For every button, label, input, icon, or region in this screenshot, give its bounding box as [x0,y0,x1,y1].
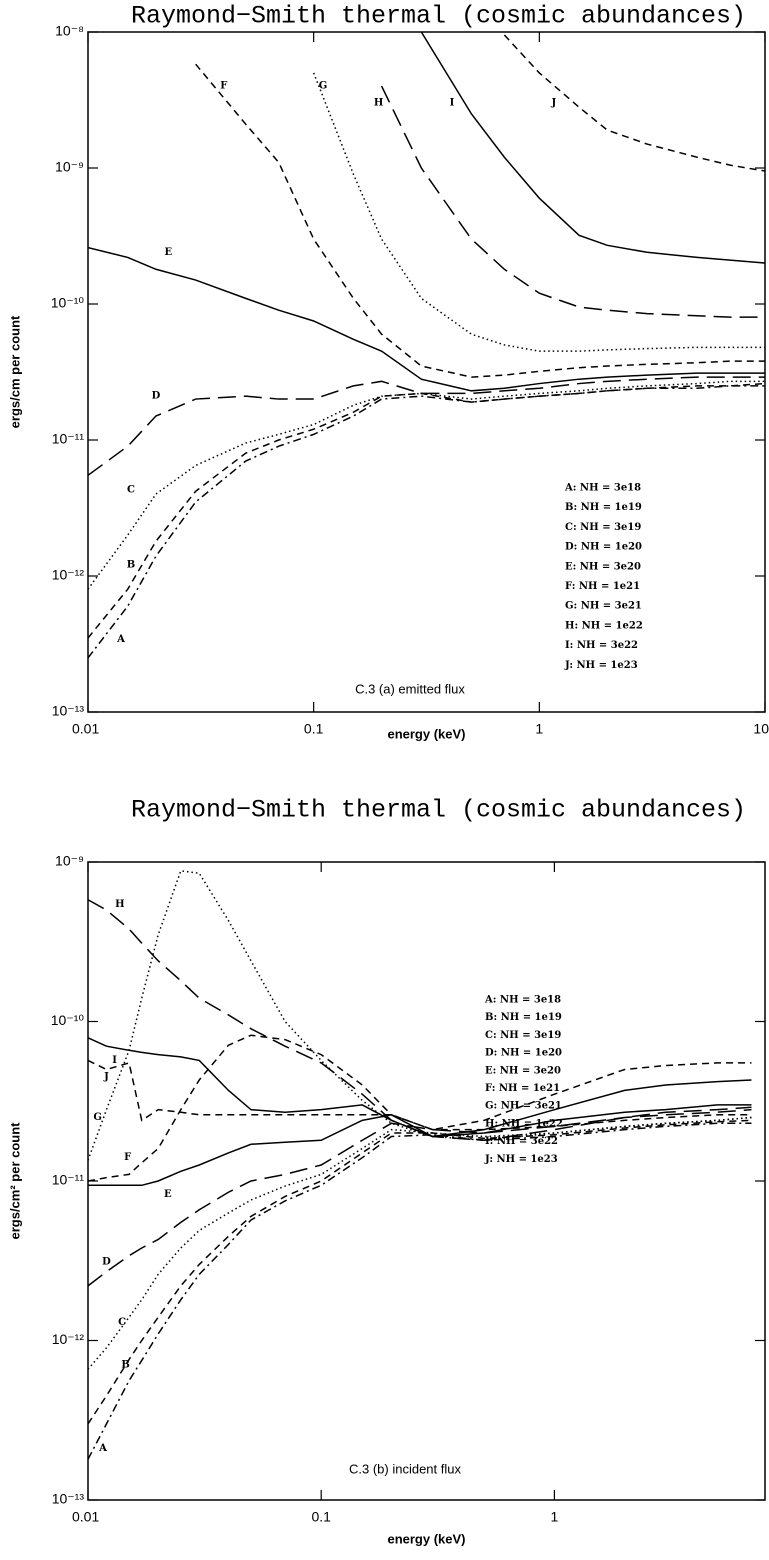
legend-entry: I: NH = 3e22 [565,640,638,651]
x-tick-label: 1 [535,721,543,737]
y-axis-label: ergs/cm per count [7,315,22,428]
x-tick-label: 10 [753,721,769,737]
series-line [88,1119,752,1425]
plot-frame [87,31,766,713]
chart-panel: Raymond−Smith thermal (cosmic abundances… [7,2,769,742]
legend: A: NH = 3e18 B: NH = 1e19 C: NH = 3e19 D: N… [564,483,643,671]
curve-label: F [220,81,227,92]
caption: C.3 (b) incident flux [349,1461,461,1476]
legend-entry: A: NH = 3e18 [484,995,561,1006]
series-line [195,63,765,378]
curve-label: H [115,899,124,910]
series-line [88,385,765,659]
curve-label: G [93,1112,102,1123]
plot-frame [87,861,766,1501]
series-line [88,246,765,392]
curve-label: J [103,1071,109,1082]
legend-entry: H: NH = 1e22 [485,1118,563,1129]
legend-entry: G: NH = 3e21 [485,1101,562,1112]
series-line [88,1059,752,1131]
x-tick-label: 0.1 [311,1509,331,1525]
series-line [88,376,765,476]
curve-label: D [102,1257,111,1268]
series-line [88,1034,752,1182]
legend: A: NH = 3e18 B: NH = 1e19 C: NH = 3e19 D: N… [484,995,563,1165]
y-tick-label: 10⁻¹² [52,567,85,583]
y-tick-label: 10⁻¹¹ [52,1172,85,1188]
x-tick-label: 1 [551,1509,559,1525]
curve-label: E [165,247,173,258]
legend-entry: C: NH = 3e19 [565,522,641,533]
legend-entry: E: NH = 3e20 [485,1065,561,1076]
series-line [88,380,765,590]
legend-entry: F: NH = 1e21 [565,581,640,592]
curve-label: A [98,1443,107,1454]
y-tick-label: 10⁻¹¹ [52,431,85,447]
series-line [88,1104,752,1187]
caption: C.3 (a) emitted flux [355,681,465,696]
y-tick-label: 10⁻¹³ [52,1491,85,1507]
legend-entry: E: NH = 3e20 [565,561,641,572]
series-line [88,870,752,1161]
legend-entry: J: NH = 1e23 [564,660,638,671]
curve-label: C [118,1317,126,1328]
series-line [88,1037,752,1138]
curve-label: C [127,484,135,495]
chart-title: Raymond−Smith thermal (cosmic abundances… [131,796,746,825]
y-tick-label: 10⁻⁹ [55,159,84,175]
series-line [88,1116,752,1370]
series-line [312,72,765,352]
legend-entry: I: NH = 3e22 [485,1136,558,1147]
legend-entry: F: NH = 1e21 [485,1083,560,1094]
curve-label: D [152,391,161,402]
y-tick-label: 10⁻¹⁰ [51,1012,85,1028]
curve-label: J [551,98,557,109]
legend-entry: H: NH = 1e22 [565,620,643,631]
x-tick-label: 0.01 [72,721,99,737]
series-line [420,32,765,264]
y-tick-label: 10⁻¹⁰ [51,295,85,311]
legend-entry: D: NH = 1e20 [565,542,642,553]
series-line [503,34,765,172]
y-tick-label: 10⁻⁹ [55,853,84,869]
x-tick-label: 0.1 [304,721,324,737]
chart-panel: Raymond−Smith thermal (cosmic abundances… [7,796,766,1546]
curve-label: A [116,634,125,645]
y-tick-label: 10⁻¹³ [52,703,85,719]
series-line [88,1122,752,1460]
legend-entry: A: NH = 3e18 [564,483,641,494]
legend-entry: C: NH = 3e19 [485,1030,561,1041]
legend-entry: G: NH = 3e21 [565,601,642,612]
series-line [380,85,765,318]
curve-label: I [450,98,455,109]
curve-label: I [112,1055,117,1066]
chart-title: Raymond−Smith thermal (cosmic abundances… [131,2,746,31]
curve-label: E [164,1189,172,1200]
y-tick-label: 10⁻¹² [52,1331,85,1347]
curve-label: B [127,560,135,571]
series-line [88,899,752,1142]
x-tick-label: 0.01 [72,1509,99,1525]
legend-entry: B: NH = 1e19 [565,502,642,513]
y-tick-label: 10⁻⁸ [55,23,84,39]
y-axis-label: ergs/cm² per count [7,1122,22,1240]
legend-entry: B: NH = 1e19 [485,1012,562,1023]
legend-entry: J: NH = 1e23 [484,1154,558,1165]
legend-entry: D: NH = 1e20 [485,1048,562,1059]
curve-label: F [124,1152,131,1163]
curve-label: B [121,1360,129,1371]
curve-label: G [319,81,328,92]
x-axis-label: energy (keV) [387,1531,465,1546]
series-line [88,1108,752,1287]
series-line [88,382,765,639]
curve-label: H [374,98,383,109]
x-axis-label: energy (keV) [387,726,465,741]
